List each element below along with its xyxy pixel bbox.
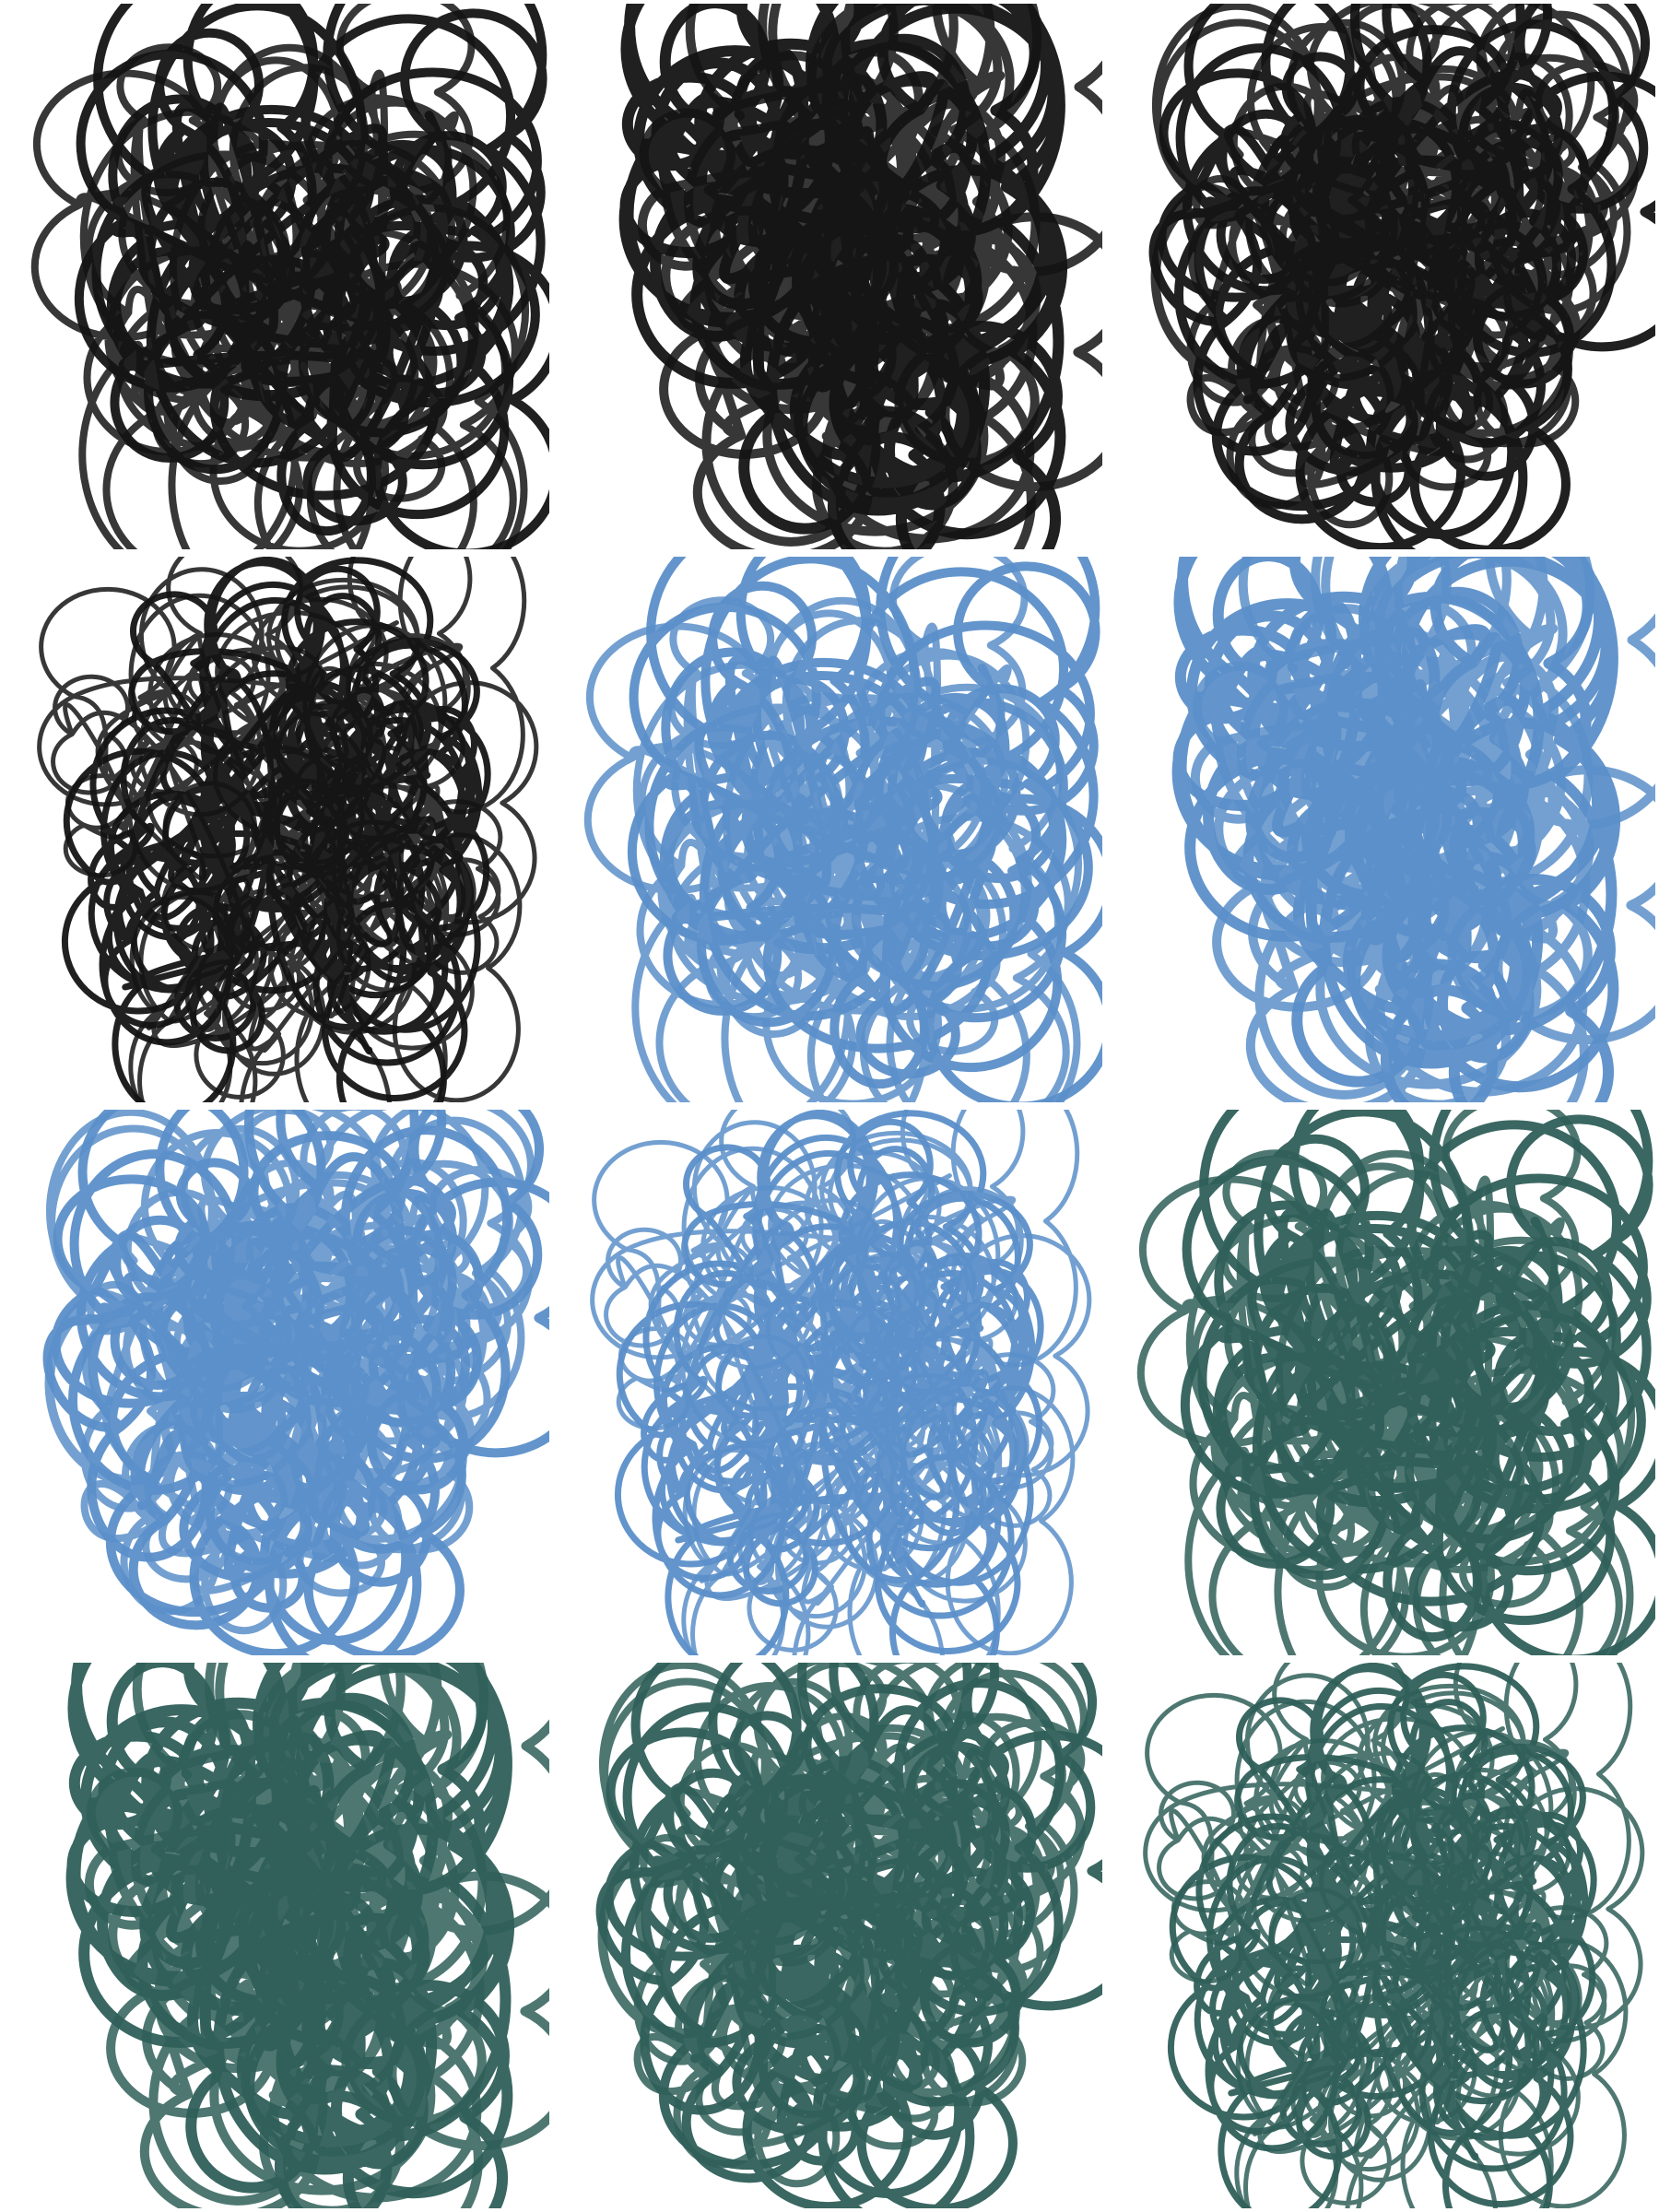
scribble-tile-12	[1143, 1663, 1645, 2208]
scribble-tile-1	[30, 4, 549, 549]
scribble-stroke	[37, 557, 539, 1102]
scribble-stroke	[30, 4, 529, 549]
scribble-stroke	[1136, 1110, 1635, 1655]
scribble-tile-7	[42, 1110, 549, 1655]
scribble-stroke	[1190, 557, 1655, 1102]
scribble-stroke	[637, 4, 1102, 549]
scribble-stroke	[597, 1663, 1088, 2188]
scribble-stroke	[1150, 4, 1641, 529]
scribble-tile-11	[595, 1663, 1102, 2208]
scribble-stroke	[44, 1110, 535, 1635]
scribble-tile-5	[583, 557, 1102, 1102]
scribble-stroke	[590, 1110, 1092, 1655]
scribble-tile-8	[590, 1110, 1092, 1655]
scribble-stroke	[1143, 1663, 1645, 2208]
scribble-tile-9	[1136, 1110, 1655, 1655]
scribble-stroke	[84, 1663, 549, 2208]
scribble-tile-3	[1148, 4, 1655, 549]
scribble-tile-4	[37, 557, 539, 1102]
scribble-tile-2	[618, 4, 1102, 549]
scribble-tile-6	[1171, 557, 1655, 1102]
scribble-stroke	[583, 557, 1082, 1102]
scribble-tile-10	[65, 1663, 549, 2208]
